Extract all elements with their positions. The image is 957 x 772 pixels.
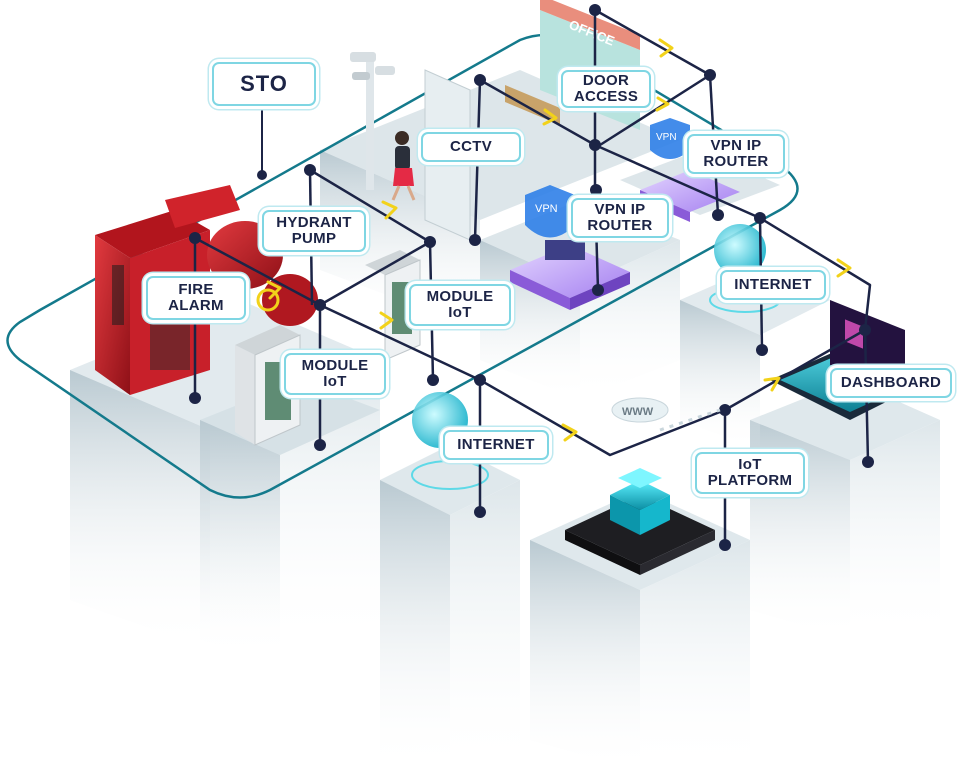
pillar-platform-front [530, 540, 640, 772]
node [304, 164, 316, 176]
node [862, 456, 874, 468]
label-dashboard-text: DASHBOARD [840, 374, 942, 391]
label-iot-platform-line1: IoT [738, 456, 762, 473]
node [589, 139, 601, 151]
label-cctv: CCTV [421, 132, 521, 162]
label-vpn-router-right-line1: VPN IP [710, 137, 762, 154]
pillar-internet-side [450, 480, 520, 772]
arrow [379, 311, 394, 330]
label-fire-alarm: FIRE ALARM [146, 276, 246, 320]
arrow [836, 258, 852, 278]
node [704, 69, 716, 81]
label-sto: STO [212, 62, 316, 106]
node [314, 299, 326, 311]
label-vpn-router-right: VPN IP ROUTER [687, 134, 785, 174]
pillar-internet-front [380, 480, 450, 772]
node [859, 324, 871, 336]
label-hydrant-pump-line1: HYDRANT [276, 214, 352, 231]
arrow [561, 423, 578, 442]
label-hydrant-pump: HYDRANT PUMP [262, 210, 366, 252]
node [719, 404, 731, 416]
label-dashboard: DASHBOARD [830, 368, 952, 398]
node [589, 4, 601, 16]
label-cctv-text: CCTV [449, 138, 493, 155]
label-module-iot-left: MODULE IoT [284, 353, 386, 395]
node [314, 439, 326, 451]
node [424, 236, 436, 248]
node [474, 506, 486, 518]
vpn-badge-right: VPN [656, 132, 677, 143]
flow-arrows [266, 38, 852, 442]
cctv-camera [350, 52, 395, 190]
iot-platform-chip [565, 468, 715, 575]
label-module-iot-left-line2: IoT [323, 373, 347, 390]
node [756, 344, 768, 356]
node [427, 374, 439, 386]
node [592, 284, 604, 296]
node [719, 539, 731, 551]
label-sto-text: STO [240, 71, 288, 96]
sto-node [257, 170, 267, 180]
label-vpn-router-center: VPN IP ROUTER [571, 198, 669, 238]
label-internet-right: INTERNET [720, 270, 826, 300]
node [754, 212, 766, 224]
arrow [266, 280, 282, 300]
arrow [658, 38, 674, 58]
node [474, 374, 486, 386]
node [474, 74, 486, 86]
label-internet-right-text: INTERNET [734, 276, 812, 293]
label-fire-alarm-line1: FIRE [178, 281, 214, 298]
arrow [381, 200, 398, 220]
label-vpn-router-right-line2: ROUTER [703, 153, 769, 170]
pillar-dashboard-side [850, 420, 940, 640]
connection-nodes [189, 4, 874, 551]
pillar-internet2-front [680, 300, 760, 450]
www-badge: WWW [622, 406, 654, 418]
pillar-module-front [200, 420, 280, 660]
label-internet-center: INTERNET [443, 430, 549, 460]
platforms [70, 70, 940, 772]
label-door-access-line1: DOOR [582, 72, 630, 89]
pillar-left-front [70, 370, 210, 650]
label-fire-alarm-line2: ALARM [168, 297, 224, 314]
vpn-badge-center: VPN [535, 203, 558, 215]
label-iot-platform-line2: PLATFORM [707, 472, 793, 489]
label-vpn-router-center-line1: VPN IP [594, 201, 646, 218]
hydrant-pump [165, 185, 318, 326]
person-walking [391, 131, 416, 201]
pillar-platform-side [640, 540, 750, 772]
arrow [763, 376, 781, 392]
node [712, 209, 724, 221]
node [189, 392, 201, 404]
arrow [542, 108, 558, 126]
label-hydrant-pump-line2: PUMP [291, 230, 337, 247]
label-module-iot-right-line1: MODULE [426, 288, 494, 305]
pillar-left-top [70, 300, 380, 430]
label-module-iot-right-line2: IoT [448, 304, 472, 321]
label-vpn-router-center-line2: ROUTER [587, 217, 653, 234]
node [469, 234, 481, 246]
label-iot-platform: IoT PLATFORM [695, 452, 805, 494]
label-module-iot-right: MODULE IoT [409, 284, 511, 326]
node [590, 184, 602, 196]
label-door-access: DOOR ACCESS [561, 70, 651, 108]
pillar-dashboard-top [750, 380, 940, 460]
node [189, 232, 201, 244]
label-module-iot-left-line1: MODULE [301, 357, 369, 374]
data-dash [659, 408, 721, 432]
arrow [655, 96, 670, 112]
www-cloud: WWW [611, 397, 669, 423]
label-internet-center-text: INTERNET [457, 436, 535, 453]
label-door-access-line2: ACCESS [573, 88, 639, 105]
